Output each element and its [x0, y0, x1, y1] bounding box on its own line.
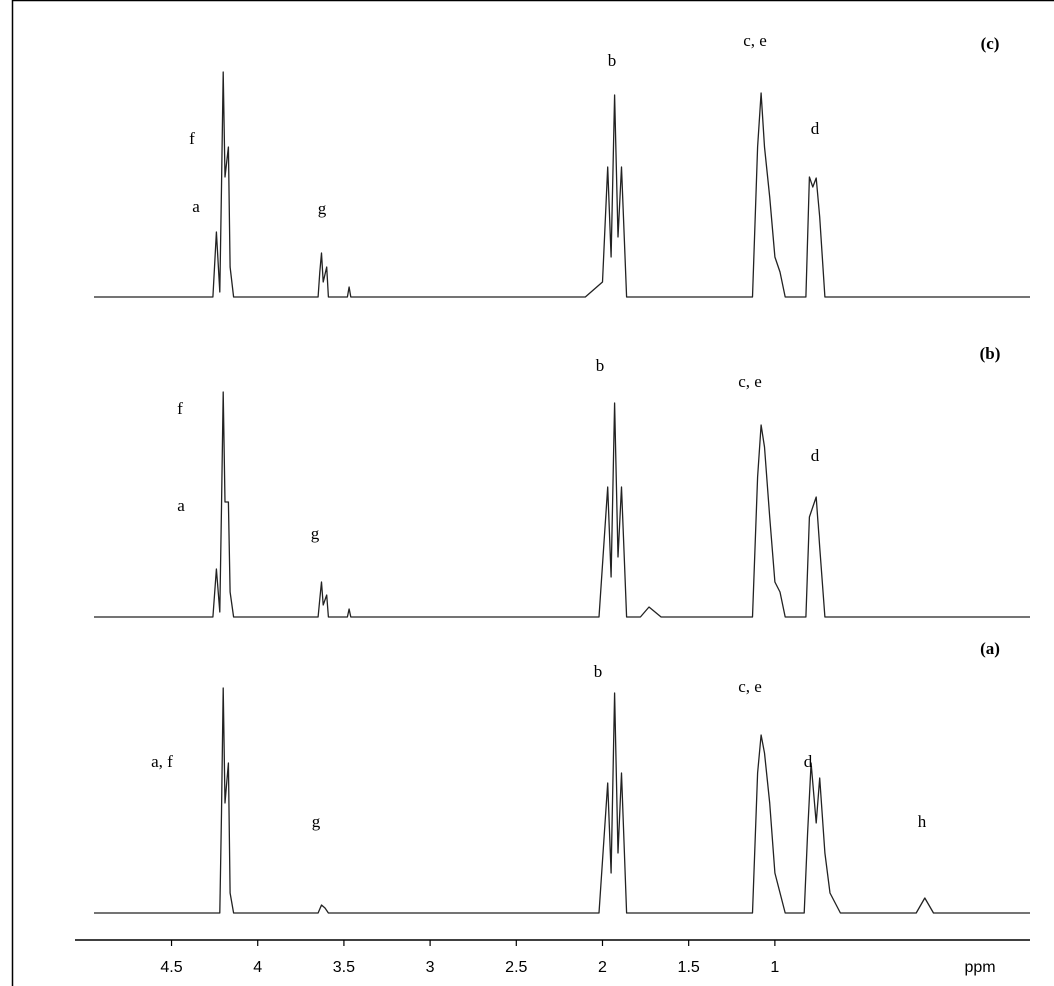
peak-label: d: [804, 752, 813, 771]
spectrum-line: [94, 72, 1030, 297]
x-axis-label: ppm: [964, 959, 995, 976]
peak-label: d: [811, 446, 820, 465]
spectrum-line: [94, 688, 1030, 913]
peak-label: c, e: [743, 31, 767, 50]
x-tick-label: 4: [253, 959, 262, 976]
panel-label: (a): [980, 639, 1000, 658]
x-tick-label: 2.5: [505, 959, 527, 976]
x-tick-label: 3.5: [333, 959, 355, 976]
panel-label: (c): [981, 34, 1000, 53]
peak-label: a, f: [151, 752, 173, 771]
panel-label: (b): [980, 344, 1001, 363]
peak-label: f: [189, 129, 195, 148]
spectrum-line: [94, 392, 1030, 617]
peak-label: c, e: [738, 372, 762, 391]
peak-label: b: [596, 356, 605, 375]
peak-label: g: [318, 199, 327, 218]
peak-label: b: [608, 51, 617, 70]
x-tick-label: 3: [426, 959, 435, 976]
peak-label: f: [177, 399, 183, 418]
peak-label: g: [311, 524, 320, 543]
peak-label: g: [312, 812, 321, 831]
peak-label: c, e: [738, 677, 762, 696]
x-tick-label: 1.5: [678, 959, 700, 976]
peak-label: b: [594, 662, 603, 681]
nmr-figure: (c) f a g b c, e d (b) b f c, e d a g (a) b c, e a, f d g h 4…: [0, 0, 1054, 986]
peak-label: h: [918, 812, 927, 831]
x-tick-label: 2: [598, 959, 607, 976]
x-tick-label: 4.5: [160, 959, 182, 976]
x-tick-label: 1: [770, 959, 779, 976]
peak-label: d: [811, 119, 820, 138]
peak-label: a: [177, 496, 185, 515]
peak-label: a: [192, 197, 200, 216]
